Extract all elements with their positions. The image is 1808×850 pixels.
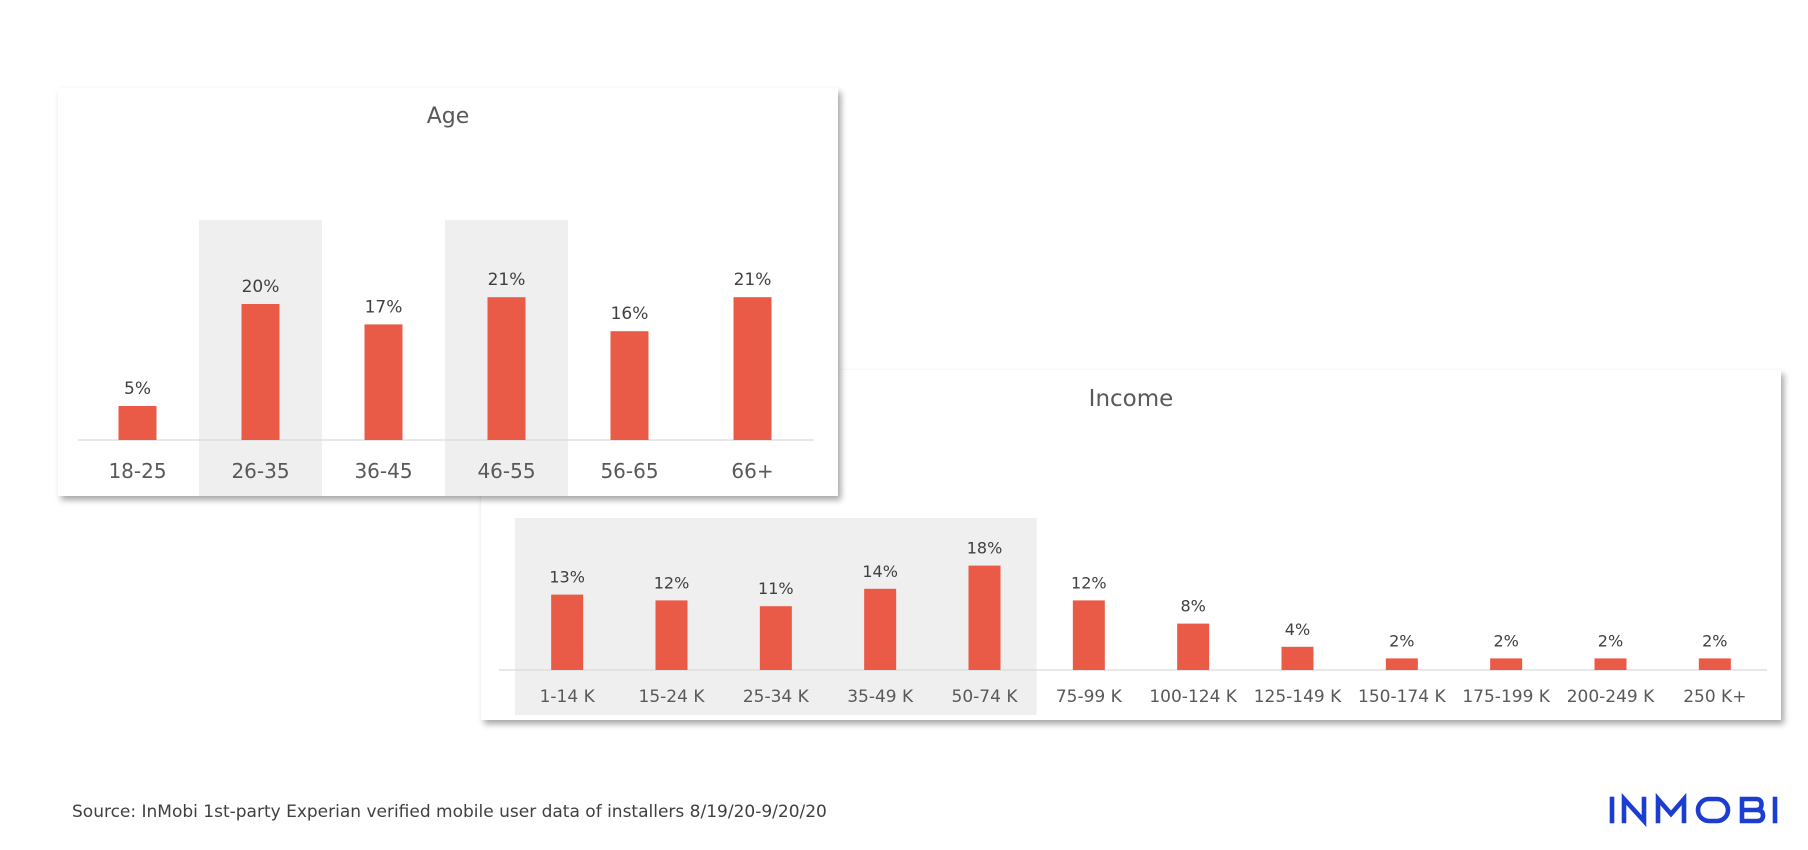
age-tick-label: 46-55 (477, 459, 535, 483)
income-tick-label: 25-34 K (743, 687, 810, 707)
income-bar (968, 565, 1001, 670)
age-data-label: 16% (611, 304, 649, 324)
income-tick-label: 35-49 K (847, 687, 914, 707)
income-data-label: 2% (1702, 631, 1727, 650)
income-tick-label: 150-174 K (1358, 687, 1446, 707)
age-bar (364, 324, 403, 440)
age-chart-title: Age (426, 104, 470, 129)
income-tick-label: 200-249 K (1567, 687, 1655, 707)
income-tick-label: 50-74 K (952, 687, 1019, 707)
income-tick-label: 100-124 K (1149, 687, 1237, 707)
income-data-label: 12% (1071, 573, 1107, 592)
age-bar (733, 297, 772, 440)
income-data-label: 4% (1285, 620, 1310, 639)
income-bar (1385, 658, 1418, 670)
age-tick-label: 56-65 (600, 459, 658, 483)
age-data-label: 20% (242, 277, 280, 297)
logo-letter-o (1695, 796, 1731, 824)
income-data-label: 18% (967, 539, 1003, 558)
income-bar-chart: 13% 1-14 K 12% 15-24 K 11% 25-34 K 14% 35-49 K 1… (499, 518, 1767, 715)
income-tick-label: 250 K+ (1683, 687, 1746, 707)
age-chart-panel: Age 5% 18-25 20% 26-35 17% 36-45 21% 46-55 16% 56… (58, 88, 838, 496)
income-data-label: 2% (1389, 631, 1414, 650)
income-bar (1594, 658, 1627, 670)
income-data-label: 13% (549, 568, 585, 587)
age-tick-label: 18-25 (108, 459, 166, 483)
income-tick-label: 15-24 K (639, 687, 706, 707)
income-data-label: 14% (862, 562, 898, 581)
income-bar (551, 594, 584, 670)
income-data-label: 12% (654, 573, 690, 592)
income-chart-title: Income (1088, 386, 1174, 412)
age-bar (118, 406, 157, 440)
income-tick-label: 125-149 K (1254, 687, 1342, 707)
income-bar (1072, 600, 1105, 670)
income-bar (1281, 646, 1314, 670)
income-tick-label: 175-199 K (1462, 687, 1550, 707)
income-tick-label: 75-99 K (1056, 687, 1123, 707)
income-bar (655, 600, 688, 670)
income-data-label: 8% (1180, 597, 1205, 616)
age-bar-chart: 5% 18-25 20% 26-35 17% 36-45 21% 46-55 16% 56-65 2… (78, 220, 814, 496)
inmobi-logo (1609, 792, 1778, 827)
age-tick-label: 36-45 (354, 459, 412, 483)
age-tick-label: 66+ (731, 459, 773, 483)
logo-letter-m (1655, 792, 1687, 824)
income-data-label: 2% (1598, 631, 1623, 650)
income-tick-label: 1-14 K (540, 687, 596, 707)
logo-letter-n (1621, 793, 1647, 827)
income-bar (864, 588, 897, 670)
income-bar (1177, 623, 1210, 670)
source-note: Source: InMobi 1st-party Experian verifi… (72, 802, 827, 822)
income-bar (1698, 658, 1731, 670)
logo-letter-b (1739, 796, 1766, 824)
age-tick-label: 26-35 (231, 459, 289, 483)
age-bar (241, 304, 280, 440)
age-data-label: 21% (734, 270, 772, 290)
income-data-label: 11% (758, 579, 794, 598)
income-bar (1490, 658, 1523, 670)
age-data-label: 21% (488, 270, 526, 290)
income-bar (759, 606, 792, 670)
age-bar (487, 297, 526, 440)
age-bar (610, 331, 649, 440)
age-data-label: 17% (365, 297, 403, 317)
age-data-label: 5% (124, 379, 151, 399)
income-data-label: 2% (1493, 631, 1518, 650)
